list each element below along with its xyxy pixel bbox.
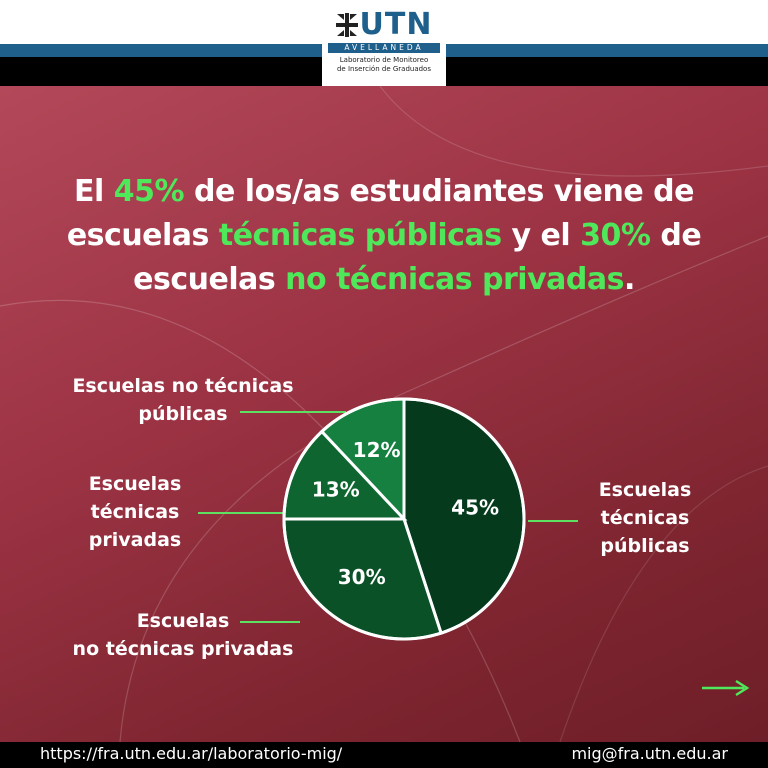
logo-subtitle-1: Laboratorio de Monitoreo xyxy=(339,56,429,64)
label-line: privadas xyxy=(88,529,182,551)
headline-text: . xyxy=(623,262,635,297)
label-line: no técnicas privadas xyxy=(72,638,294,660)
logo-text: UTN xyxy=(359,7,433,42)
headline-text: de los/as estudiantes viene de escuelas xyxy=(66,174,695,253)
slice-data-label: 12% xyxy=(353,438,401,462)
label-line: Escuelas no técnicas xyxy=(72,375,294,397)
label-line: Escuelas xyxy=(598,479,692,501)
label-tecnicas-privadas: Escuelas técnicas privadas xyxy=(60,470,210,554)
headline-highlight: 45% xyxy=(113,174,185,209)
label-line: técnicas xyxy=(90,501,180,523)
headline-highlight: 30% xyxy=(580,218,651,253)
slice-data-label: 13% xyxy=(312,477,360,501)
label-line: Escuelas xyxy=(88,473,182,495)
headline-highlight: técnicas públicas xyxy=(218,218,502,253)
label-line: públicas xyxy=(600,535,690,557)
label-line: técnicas xyxy=(600,507,690,529)
headline-text: El xyxy=(74,174,114,209)
logo-city: AVELLANEDA xyxy=(328,43,440,53)
decorative-curves xyxy=(0,86,768,742)
footer: https://fra.utn.edu.ar/laboratorio-mig/ … xyxy=(0,742,768,768)
headline-highlight: no técnicas privadas xyxy=(285,262,624,297)
label-tecnicas-publicas: Escuelas técnicas públicas xyxy=(580,476,710,560)
label-no-tecnicas-privadas: Escuelas no técnicas privadas xyxy=(58,607,308,663)
logo-subtitle-2: de Inserción de Graduados xyxy=(336,65,431,73)
utn-mark-icon xyxy=(335,13,358,37)
headline-text: de escuelas xyxy=(133,218,702,297)
headline-text: y el xyxy=(501,218,581,253)
next-arrow-button[interactable] xyxy=(700,676,752,700)
footer-url-link[interactable]: https://fra.utn.edu.ar/laboratorio-mig/ xyxy=(40,744,343,763)
slice-data-label: 30% xyxy=(338,565,386,589)
utn-logo: UTN AVELLANEDA Laboratorio de Monitoreo … xyxy=(322,6,446,86)
footer-email-link[interactable]: mig@fra.utn.edu.ar xyxy=(571,744,728,763)
headline: El 45% de los/as estudiantes viene de es… xyxy=(40,170,728,302)
slice-data-label: 45% xyxy=(451,496,499,520)
label-line: Escuelas xyxy=(136,610,230,632)
label-no-tecnicas-publicas: Escuelas no técnicas públicas xyxy=(58,372,308,428)
pie-outline xyxy=(282,397,526,641)
label-line: públicas xyxy=(138,403,228,425)
pie-chart: 45% 30% 13% 12% xyxy=(198,397,578,641)
